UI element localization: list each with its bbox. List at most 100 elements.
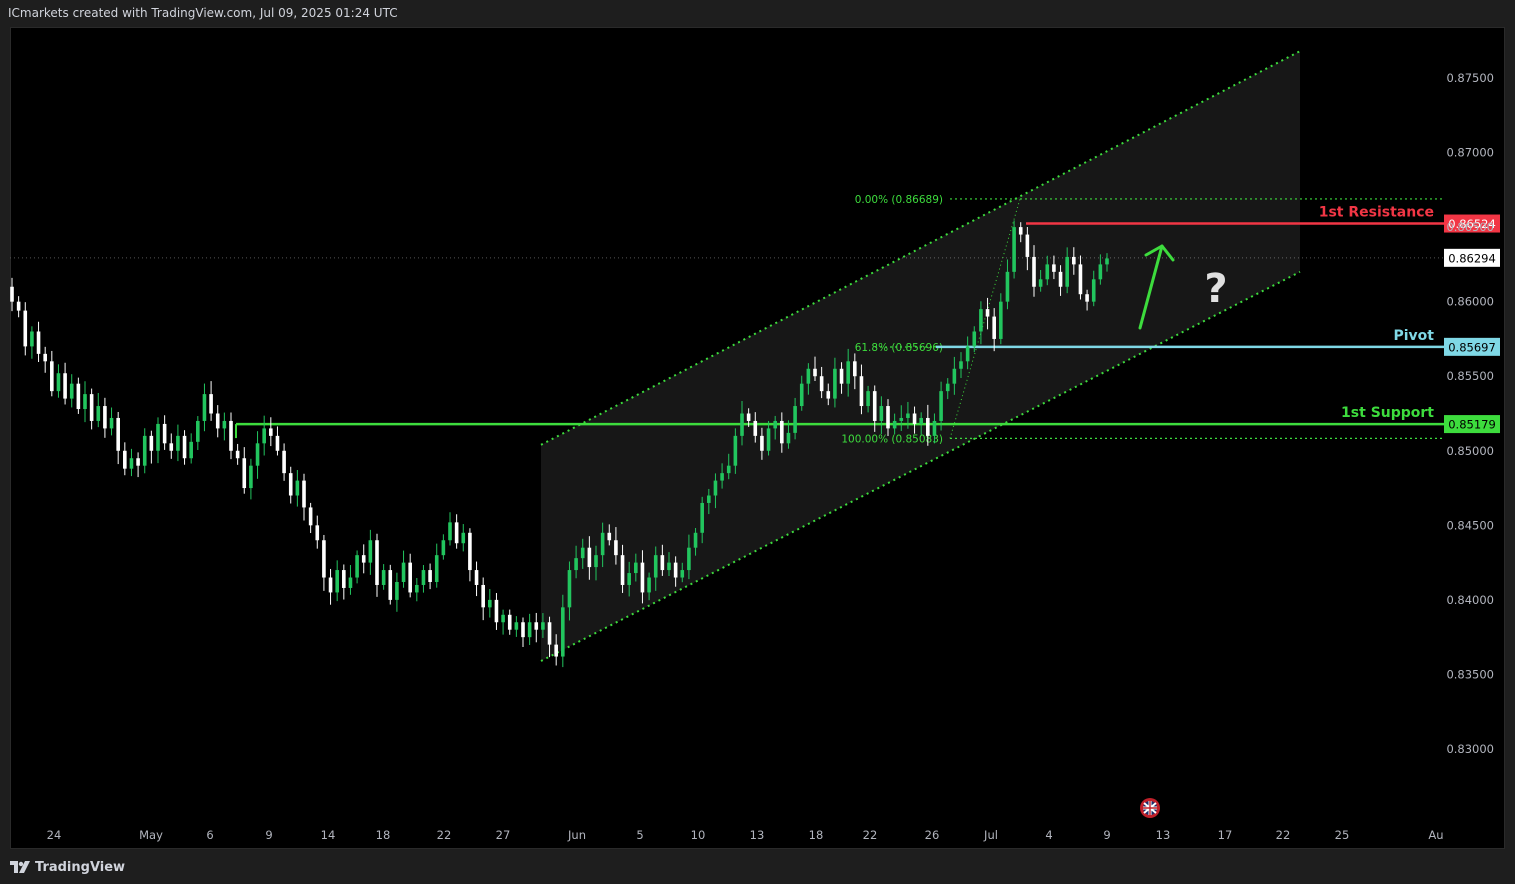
candle-up — [653, 555, 658, 578]
candle-up — [720, 473, 724, 481]
y-tick-label: 0.83500 — [1446, 667, 1494, 681]
x-tick-label: 14 — [321, 828, 336, 842]
annotation-layer: ? — [1138, 244, 1228, 330]
candle-up — [793, 406, 797, 433]
candle-down — [50, 361, 54, 392]
x-tick-label: 25 — [1335, 828, 1350, 842]
candle-down — [1085, 294, 1089, 302]
x-tick-label: 22 — [863, 828, 878, 842]
candle-up — [30, 331, 34, 347]
candle-down — [507, 614, 512, 630]
candle-up — [713, 480, 718, 496]
candle-down — [494, 599, 499, 623]
channel-upper-line — [540, 50, 1301, 446]
fib-level-label: 0.00% (0.86689) — [855, 194, 943, 206]
chart-attribution: ICmarkets created with TradingView.com, … — [8, 6, 398, 20]
x-tick-label: 27 — [496, 828, 511, 842]
candle-down — [547, 622, 552, 645]
candle-down — [282, 450, 286, 474]
candle-up — [1091, 279, 1096, 302]
level-layer: 1st Resistance 0.86524 Pivot 0.85697 1st Sup… — [235, 205, 1500, 439]
x-tick-label: 22 — [437, 828, 452, 842]
x-tick-label: 10 — [691, 828, 706, 842]
candle-down — [521, 622, 525, 638]
candle-up — [222, 420, 227, 429]
candle-down — [63, 373, 67, 399]
candle-down — [36, 331, 41, 354]
candle-down — [23, 310, 28, 347]
fib-level-label: 61.8% (0.85696) — [855, 342, 943, 354]
candle-up — [395, 581, 399, 600]
uk-flag-event-icon[interactable] — [1140, 798, 1160, 818]
candle-down — [375, 540, 379, 585]
tradingview-branding[interactable]: TradingView — [10, 857, 125, 877]
candle-up — [129, 458, 134, 469]
x-tick-label: 18 — [376, 828, 391, 842]
candle-up — [56, 373, 61, 392]
candle-down — [269, 428, 273, 436]
candle-up — [647, 577, 651, 593]
candle-down — [328, 577, 333, 593]
candle-down — [123, 450, 127, 469]
x-tick-label: 26 — [925, 828, 940, 842]
candle-up — [96, 406, 101, 421]
candle-up — [176, 435, 180, 451]
candle-up — [580, 547, 585, 559]
channel-layer: 0.00% (0.86689) 61.8% (0.85696) 100.00% (0… — [540, 50, 1442, 662]
fib-level-label: 100.00% (0.85083) — [841, 433, 943, 445]
candle-down — [149, 435, 154, 451]
candle-down — [839, 368, 844, 384]
candle-up — [1098, 264, 1103, 280]
candle-up — [348, 577, 353, 588]
candle-up — [693, 532, 698, 548]
candle-down — [872, 391, 877, 421]
candle-up — [846, 361, 850, 384]
candle-up — [415, 584, 419, 593]
candle-up — [355, 555, 359, 578]
candle-down — [886, 406, 890, 429]
candle-down — [103, 406, 107, 429]
candle-up — [799, 383, 804, 407]
candle-up — [952, 368, 957, 384]
support-price-text: 0.85179 — [1448, 418, 1496, 432]
candle-up — [156, 423, 160, 451]
candle-up — [972, 331, 977, 347]
candle-down — [361, 555, 366, 563]
candle-down — [215, 413, 220, 429]
candle-up — [527, 622, 532, 638]
candle-up — [381, 570, 386, 585]
y-tick-label: 0.86500 — [1446, 220, 1494, 234]
candle-up — [202, 394, 207, 421]
candle-up — [189, 441, 193, 459]
candle-down — [182, 435, 187, 459]
candle-down — [992, 316, 996, 339]
candle-up — [866, 391, 870, 407]
y-tick-label: 0.83000 — [1446, 742, 1494, 756]
candle-down — [342, 570, 346, 588]
candle-down — [16, 301, 21, 311]
candle-down — [43, 353, 47, 362]
candle-up — [627, 573, 631, 585]
x-tick-label: 24 — [47, 828, 62, 842]
candle-down — [1072, 256, 1076, 265]
candle-down — [614, 540, 618, 556]
candle-down — [454, 522, 459, 544]
candle-up — [766, 428, 771, 451]
y-tick-label: 0.86000 — [1446, 295, 1494, 309]
candle-down — [853, 361, 857, 377]
candle-down — [162, 423, 167, 444]
candle-up — [932, 420, 937, 436]
candle-down — [428, 570, 432, 582]
candle-up — [441, 540, 446, 556]
candle-down — [607, 532, 612, 541]
candle-up — [740, 413, 744, 436]
x-tick-label: 13 — [750, 828, 765, 842]
candle-down — [760, 435, 764, 451]
candle-up — [600, 532, 605, 556]
support-price-tag — [1444, 415, 1500, 434]
candle-up — [892, 420, 897, 429]
candle-down — [819, 376, 824, 392]
candle-up — [733, 435, 738, 466]
axis-layer: 0.87500 0.87000 0.86500 0.86000 0.85500 0.850… — [47, 71, 1494, 842]
